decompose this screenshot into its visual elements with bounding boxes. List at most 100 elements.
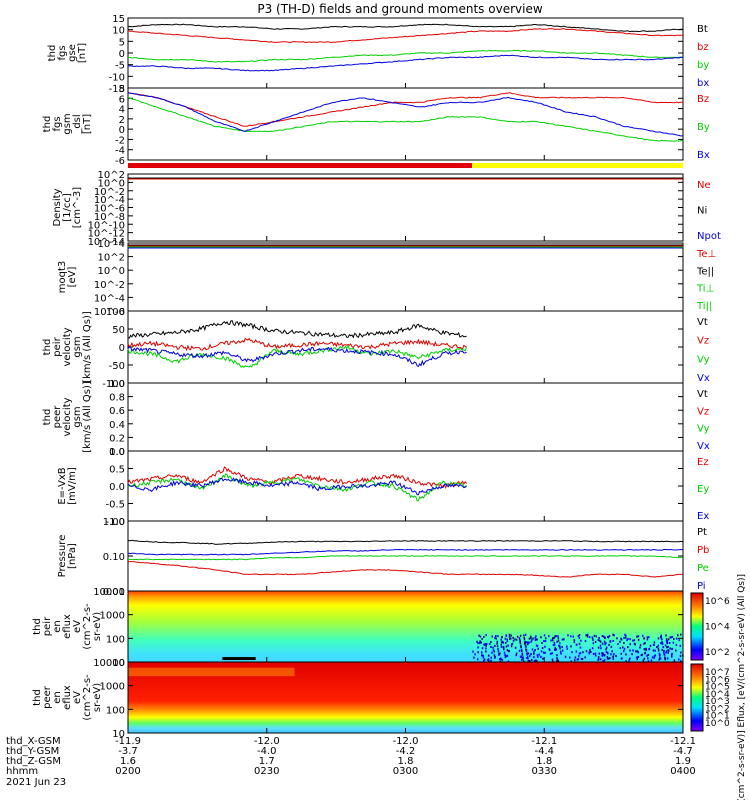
- y-axis-label: peir: [42, 616, 53, 636]
- y-tick-label: 100: [106, 634, 125, 645]
- y-tick-label: 0: [119, 343, 125, 354]
- legend-entry: Ez: [697, 457, 709, 468]
- spectrogram: [128, 591, 683, 662]
- legend-entry: bx: [697, 78, 709, 89]
- y-axis-label: peer: [42, 685, 53, 709]
- y-axis-label: sr-eV): [92, 612, 103, 641]
- orbit-row-value: 1.6: [120, 756, 136, 767]
- orbit-row-value: -4.4: [534, 746, 554, 757]
- colorbar-tick-label: 10^6: [705, 597, 730, 607]
- y-axis-label: (cm^2-s-: [82, 674, 93, 721]
- y-tick-label: -10: [109, 72, 125, 83]
- y-axis-label: thd: [32, 689, 43, 706]
- series-line-Ex: [127, 477, 467, 496]
- colorbar-label: [eV/(cm^2-s-sr-eV)] Eflux, [eV/(cm^2-s-s…: [737, 574, 747, 800]
- y-axis-label: gsm: [72, 336, 83, 357]
- y-tick-label: 15: [112, 14, 125, 25]
- y-tick-label: 1.00: [103, 517, 125, 528]
- orbit-row-value: 1.7: [259, 756, 275, 767]
- y-tick-label: 10^2: [98, 253, 125, 264]
- panel-3: 10^210^010^-210^-410^-610^-810^-1010^-12…: [52, 163, 721, 248]
- series-line-Bt: [127, 23, 684, 33]
- y-tick-label: -50: [109, 361, 125, 372]
- y-tick-label: 0.2: [109, 433, 125, 444]
- series-line-bz: [127, 27, 684, 44]
- orbit-row-value: -4.7: [673, 746, 693, 757]
- y-axis-label: [nT]: [77, 43, 88, 63]
- y-axis-label: thd: [42, 116, 53, 133]
- y-tick-label: 10^4: [98, 239, 125, 250]
- legend-entry: Ey: [697, 484, 709, 495]
- colorbar: [690, 663, 704, 732]
- y-axis-label: E=-VxB: [57, 467, 68, 504]
- y-axis-label: _dsl: [72, 114, 83, 134]
- y-tick-label: 10000: [93, 587, 125, 598]
- y-tick-label: 10^-4: [94, 293, 125, 304]
- series-line-by: [127, 49, 684, 63]
- y-axis-label: (cm^2-s-: [82, 603, 93, 650]
- orbit-row-value: -3.7: [118, 746, 138, 757]
- y-axis-label: gsm: [72, 406, 83, 427]
- y-tick-label: 10^-2: [94, 280, 125, 291]
- legend-entry: Vy: [697, 354, 710, 365]
- legend-entry: Vz: [697, 336, 709, 347]
- y-tick-label: 0.0: [109, 447, 125, 458]
- series-line-Pe: [127, 555, 684, 561]
- y-tick-label: 0: [119, 49, 125, 60]
- colorbar-tick-label: 10^1: [705, 712, 730, 722]
- y-tick-label: 1.0: [109, 447, 125, 458]
- legend-entry: Vz: [697, 406, 709, 417]
- series-line-Vz: [127, 337, 467, 352]
- y-tick-label: 0: [119, 125, 125, 136]
- orbit-row-value: 0300: [393, 766, 418, 777]
- legend-entry: Vy: [697, 424, 710, 435]
- y-tick-label: 10^-12: [88, 229, 125, 240]
- y-axis-label: thd: [32, 618, 43, 635]
- legend-entry: Ex: [697, 511, 709, 522]
- panel-7: 1.0 0.5 0.0 -0.5 -1.0 E=-VxB [mV/m] Ez Ey Ex: [57, 447, 709, 528]
- y-tick-label: -6: [115, 156, 125, 167]
- y-tick-label: 6: [119, 94, 125, 105]
- series-line-Bz: [127, 92, 684, 127]
- panel-9: 10000 1000 100 10 thd peir en eflux eV (cm^2-s-sr…: [32, 587, 730, 669]
- orbit-row-value: -11.9: [115, 736, 141, 747]
- y-tick-label: 10: [112, 729, 125, 740]
- orbit-row-value: -4.0: [257, 746, 277, 757]
- panel-frame: [127, 87, 684, 161]
- y-tick-label: 1000: [100, 611, 125, 622]
- legend-entry: Npot: [697, 231, 721, 242]
- y-axis-label: [nT]: [82, 114, 93, 134]
- y-axis-label: eflux: [62, 614, 73, 639]
- legend-entry: Pi: [697, 581, 706, 592]
- legend-entry: Vx: [697, 441, 710, 452]
- y-axis-label: en: [52, 620, 63, 633]
- y-tick-label: 10: [112, 26, 125, 37]
- panel-frame: [127, 17, 684, 89]
- y-tick-label: -2: [115, 135, 125, 146]
- legend-entry: Ti||: [696, 301, 712, 312]
- colorbar-tick-label: 10^7: [705, 668, 730, 678]
- y-tick-label: 0.4: [109, 420, 125, 431]
- y-tick-label: -4: [115, 146, 125, 157]
- legend-entry: Te⊥: [696, 249, 716, 260]
- y-axis-label: thd: [47, 45, 58, 62]
- y-tick-label: 0.6: [109, 406, 125, 417]
- y-tick-label: 100: [106, 307, 125, 318]
- y-tick-label: -5: [115, 61, 125, 72]
- y-tick-label: -100: [102, 379, 125, 390]
- y-tick-label: 10^0: [98, 266, 125, 277]
- legend-entry: Ti⊥: [696, 284, 714, 295]
- spectrogram-gap: [222, 657, 256, 661]
- y-axis-label: velocity: [62, 397, 73, 436]
- legend-entry: By: [697, 122, 710, 133]
- colorbar: [690, 592, 704, 661]
- orbit-row-label: thd_X-GSM: [6, 736, 61, 747]
- colorbar-tick-label: 10^0: [705, 719, 730, 729]
- y-axis-label: [km/s (All Qs)]: [82, 311, 93, 383]
- orbit-row-value: -12.0: [254, 736, 280, 747]
- y-tick-label: 8: [119, 84, 125, 95]
- y-axis-label: gsm: [62, 113, 73, 134]
- spectrogram-speckle: [472, 633, 684, 663]
- panel-frame: [127, 450, 684, 522]
